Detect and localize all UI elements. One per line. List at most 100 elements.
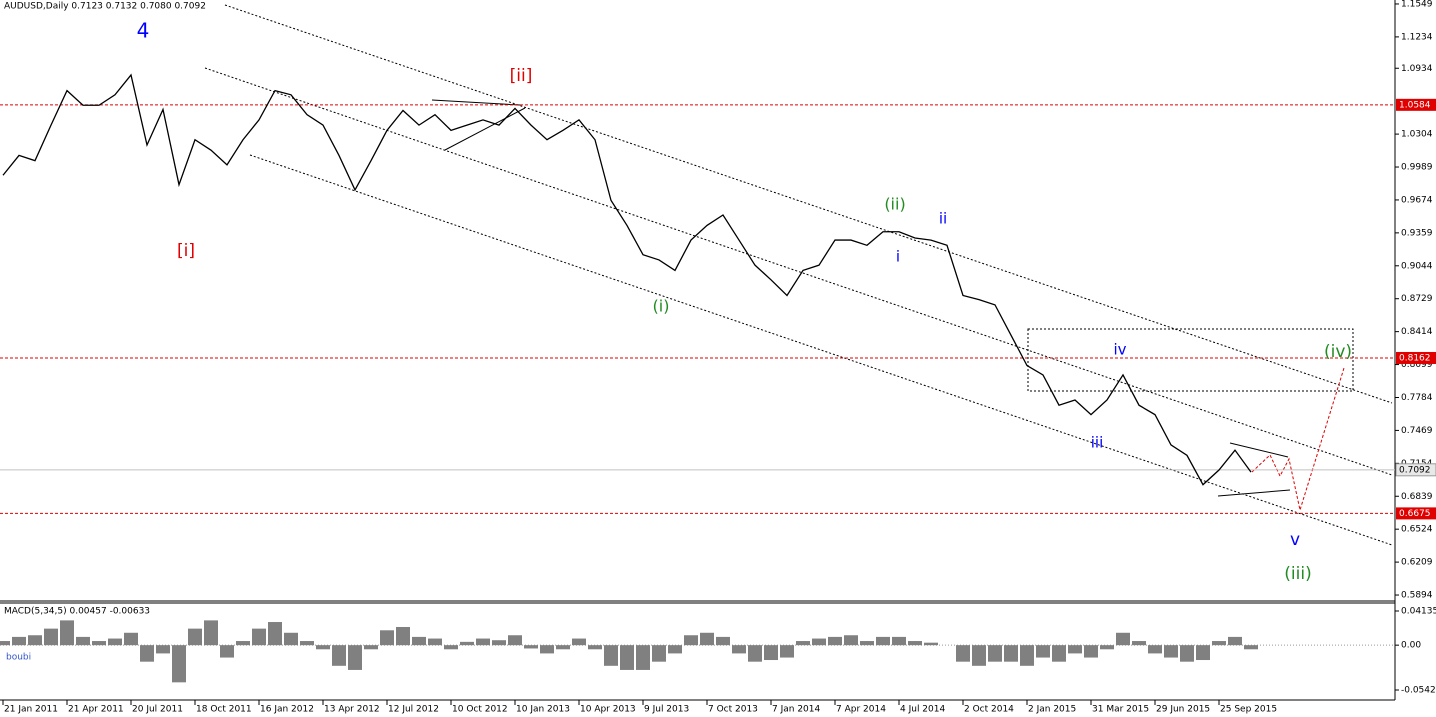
macd-bar bbox=[0, 641, 10, 646]
macd-bar bbox=[1116, 632, 1130, 646]
macd-bar bbox=[108, 638, 122, 646]
macd-bar bbox=[172, 645, 186, 683]
macd-bar bbox=[92, 641, 106, 646]
macd-bar bbox=[140, 645, 154, 662]
macd-bar bbox=[588, 645, 602, 650]
x-tick-label: 29 Jun 2015 bbox=[1156, 705, 1210, 715]
wave-label: v bbox=[1290, 530, 1300, 550]
macd-bar bbox=[124, 632, 138, 646]
last-price-label: 0.7092 bbox=[1399, 465, 1431, 475]
macd-bar bbox=[60, 620, 74, 646]
x-tick-label: 7 Oct 2013 bbox=[708, 705, 758, 715]
macd-bar bbox=[700, 632, 714, 646]
x-tick-label: 7 Apr 2014 bbox=[836, 705, 886, 715]
wave-label: [ii] bbox=[510, 66, 533, 86]
x-tick-label: 2 Jan 2015 bbox=[1028, 705, 1076, 715]
macd-bar bbox=[76, 636, 90, 646]
x-tick-label: 20 Jul 2011 bbox=[132, 705, 183, 715]
macd-title: MACD(5,34,5) 0.00457 -0.00633 bbox=[4, 607, 150, 617]
macd-bar bbox=[380, 630, 394, 646]
triangle-line bbox=[431, 99, 521, 106]
macd-bar bbox=[844, 635, 858, 646]
macd-bar bbox=[636, 645, 650, 670]
wave-label: iv bbox=[1113, 341, 1126, 359]
macd-bar bbox=[1148, 645, 1162, 654]
x-tick-label: 2 Oct 2014 bbox=[964, 705, 1014, 715]
macd-bar bbox=[412, 636, 426, 646]
macd-bar bbox=[748, 645, 762, 662]
macd-bar bbox=[732, 645, 746, 654]
target-box bbox=[1027, 328, 1354, 392]
x-tick-label: 16 Jan 2012 bbox=[260, 705, 314, 715]
y-tick-label: 0.6209 bbox=[1401, 558, 1433, 568]
wave-label: i bbox=[896, 248, 900, 266]
last-price-bg bbox=[1395, 463, 1436, 477]
macd-bar bbox=[268, 622, 282, 646]
macd-bar bbox=[764, 645, 778, 661]
chart-title: AUDUSD,Daily 0.7123 0.7132 0.7080 0.7092 bbox=[4, 2, 206, 12]
y-tick-label: 0.9044 bbox=[1401, 261, 1433, 271]
y-tick-label: 0.8729 bbox=[1401, 294, 1433, 304]
level-label-bg bbox=[1396, 98, 1436, 111]
macd-bar bbox=[1196, 645, 1210, 661]
macd-bar bbox=[1212, 641, 1226, 646]
y-tick-label: 1.1234 bbox=[1401, 32, 1433, 42]
x-tick-label: 12 Jul 2012 bbox=[388, 705, 439, 715]
macd-bar bbox=[1020, 645, 1034, 666]
macd-bar bbox=[828, 636, 842, 646]
channel-lines bbox=[204, 4, 1393, 546]
macd-bar bbox=[524, 645, 538, 649]
triangles bbox=[431, 99, 1291, 497]
price-line bbox=[2, 73, 1252, 486]
y-tick-label: 1.0304 bbox=[1401, 130, 1433, 140]
x-tick-label: 18 Oct 2011 bbox=[196, 705, 252, 715]
triangle-line bbox=[1217, 489, 1291, 497]
macd-bar bbox=[28, 635, 42, 646]
macd-bar bbox=[460, 641, 474, 646]
x-tick-label: 25 Sep 2015 bbox=[1220, 705, 1277, 715]
x-tick-label: 4 Jul 2014 bbox=[900, 705, 945, 715]
macd-bar bbox=[684, 635, 698, 646]
y-tick-label: 0.6524 bbox=[1401, 525, 1433, 535]
macd-bar bbox=[284, 632, 298, 646]
macd-bar bbox=[396, 626, 410, 646]
y-tick-label: 0.04135 bbox=[1401, 606, 1436, 616]
x-tick-label: 7 Jan 2014 bbox=[772, 705, 820, 715]
macd-bar bbox=[252, 628, 266, 646]
macd-subtitle: boubi bbox=[6, 653, 31, 663]
y-tick-label: 0.7784 bbox=[1401, 393, 1433, 403]
macd-bar bbox=[1084, 645, 1098, 658]
lower-channel bbox=[249, 154, 1393, 546]
triangle-line bbox=[1229, 442, 1289, 458]
level-label: 0.8162 bbox=[1399, 353, 1431, 363]
macd-bar bbox=[188, 628, 202, 646]
y-tick-label: 0.6839 bbox=[1401, 492, 1433, 502]
macd-bar bbox=[796, 641, 810, 646]
macd-bar bbox=[812, 638, 826, 646]
y-tick-label: 1.0934 bbox=[1401, 64, 1433, 74]
macd-bar bbox=[12, 636, 26, 646]
macd-bar bbox=[44, 628, 58, 646]
wave-label: (iv) bbox=[1324, 342, 1352, 362]
macd-bar bbox=[476, 638, 490, 646]
x-tick-label: 21 Apr 2011 bbox=[68, 705, 124, 715]
macd-bar bbox=[620, 645, 634, 670]
macd-bar bbox=[572, 638, 586, 646]
y-tick-label: -0.05427 bbox=[1401, 685, 1436, 695]
macd-bar bbox=[204, 620, 218, 646]
macd-bar bbox=[1180, 645, 1194, 662]
upper-channel bbox=[224, 4, 1393, 404]
macd-bar bbox=[508, 635, 522, 646]
y-tick-label: 0.5894 bbox=[1401, 591, 1433, 601]
macd-bar bbox=[364, 645, 378, 650]
y-tick-label: 0.9989 bbox=[1401, 163, 1433, 173]
y-tick-label: 0.00 bbox=[1401, 641, 1421, 651]
macd-bar bbox=[604, 645, 618, 666]
x-tick-label: 21 Jan 2011 bbox=[4, 705, 58, 715]
macd-bar bbox=[540, 645, 554, 654]
y-tick-label: 0.7469 bbox=[1401, 426, 1433, 436]
level-label-bg bbox=[1396, 507, 1436, 520]
wave-label: [i] bbox=[177, 241, 195, 261]
macd-bar bbox=[988, 645, 1002, 662]
